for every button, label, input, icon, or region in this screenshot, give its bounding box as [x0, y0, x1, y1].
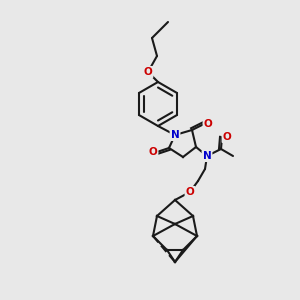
- Text: O: O: [204, 119, 212, 129]
- Text: O: O: [148, 147, 158, 157]
- Text: N: N: [171, 130, 179, 140]
- Text: O: O: [223, 132, 231, 142]
- Text: O: O: [144, 67, 152, 77]
- Text: N: N: [202, 151, 211, 161]
- Text: O: O: [186, 187, 194, 197]
